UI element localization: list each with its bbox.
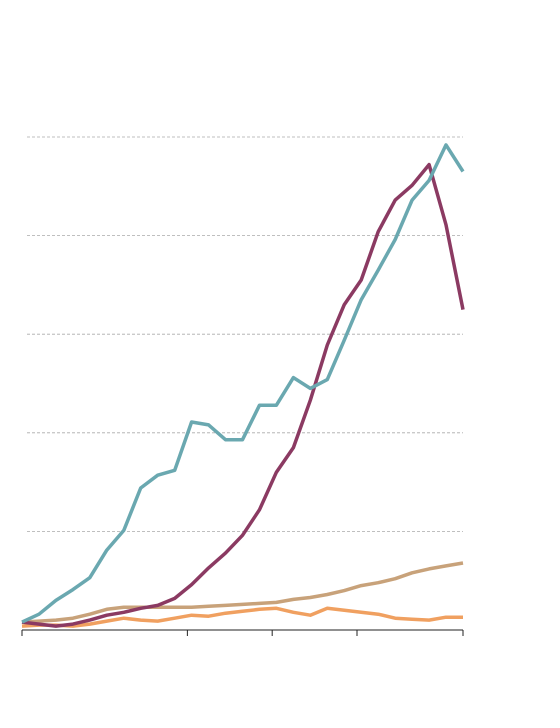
series-line xyxy=(21,606,463,628)
series-line xyxy=(21,162,465,628)
series-line xyxy=(21,143,465,624)
series-line xyxy=(21,561,464,624)
